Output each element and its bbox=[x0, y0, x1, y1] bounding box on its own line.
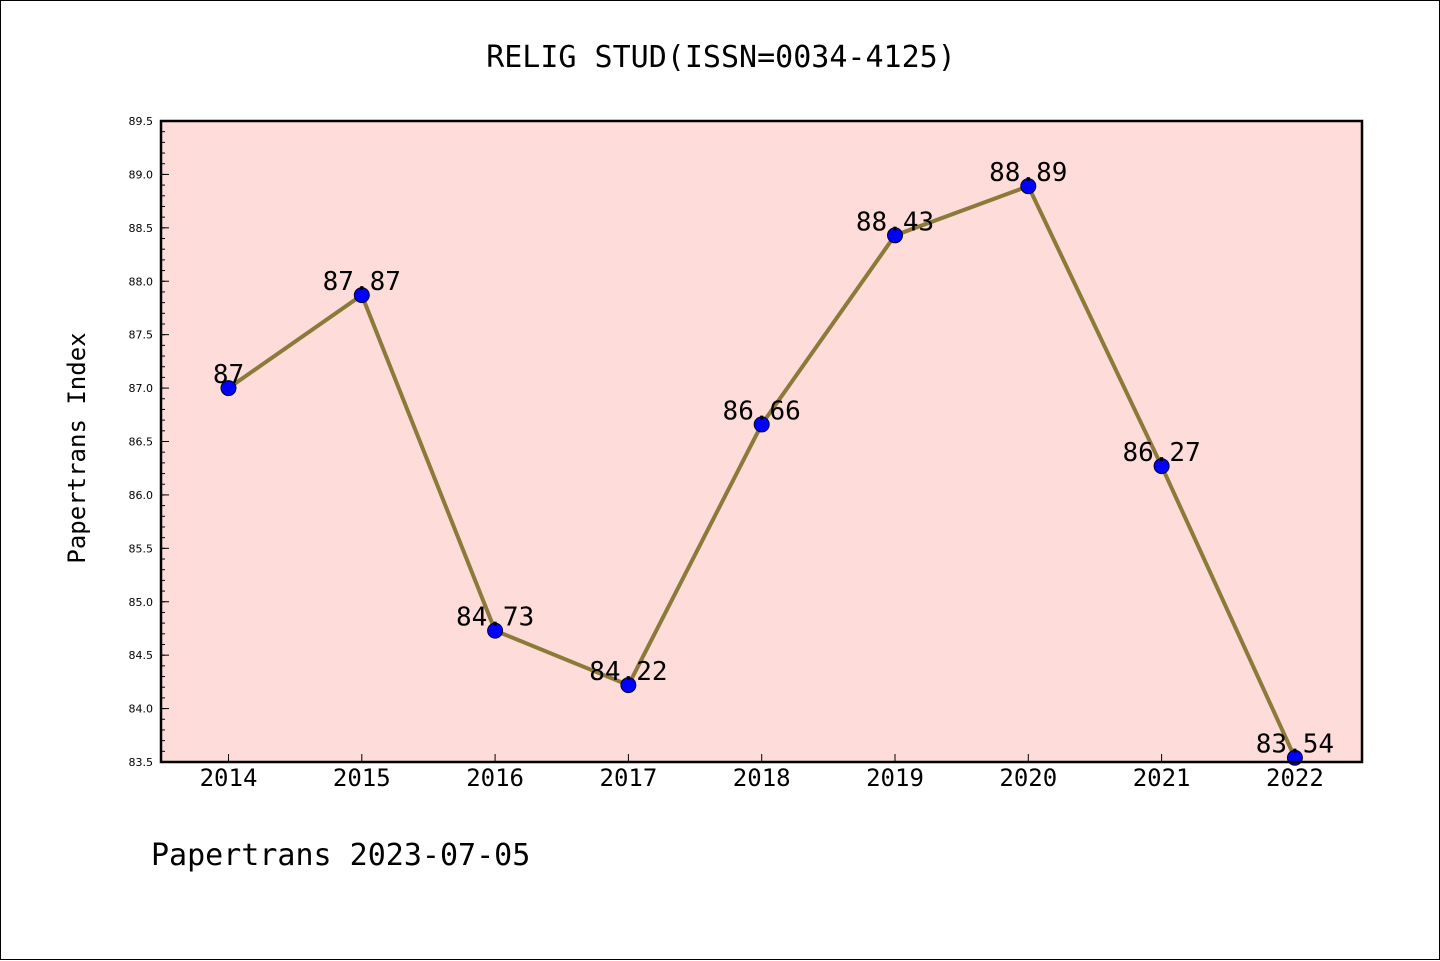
data-label: 87.87 bbox=[323, 267, 401, 297]
y-tick-label: 88.0 bbox=[129, 275, 154, 288]
x-tick-label: 2016 bbox=[466, 764, 524, 792]
data-point-marker bbox=[353, 287, 370, 304]
plot-area bbox=[161, 121, 1362, 762]
y-tick-label: 89.5 bbox=[129, 115, 154, 128]
data-point-marker bbox=[753, 416, 770, 433]
data-label: 84.73 bbox=[456, 603, 534, 633]
data-labels-group: 87 87.87 84.73 84.22 86.66 88.43 88.89 86.27 83.… bbox=[213, 158, 1334, 760]
x-tick-label: 2015 bbox=[333, 764, 391, 792]
plot-border bbox=[159, 119, 1364, 764]
x-tick-label: 2019 bbox=[866, 764, 924, 792]
data-label: 84.22 bbox=[589, 657, 667, 687]
y-tick-label: 85.5 bbox=[129, 542, 154, 555]
x-tick-label: 2021 bbox=[1133, 764, 1191, 792]
y-tick-label: 89.0 bbox=[129, 168, 154, 181]
y-axis: 83.5 84.0 84.5 85.0 85.5 86.0 86.5 87.0 87.5 88.0… bbox=[129, 115, 169, 769]
data-label: 83.54 bbox=[1256, 730, 1334, 760]
y-tick-label: 87.0 bbox=[129, 382, 154, 395]
x-axis: 2014 2015 2016 2017 2018 2019 2020 2021 2022 bbox=[200, 754, 1324, 792]
data-label: 88.89 bbox=[989, 158, 1067, 188]
y-tick-label: 88.5 bbox=[129, 222, 154, 235]
data-label: 86.27 bbox=[1122, 438, 1200, 468]
data-point-marker bbox=[620, 677, 637, 694]
chart-title: RELIG STUD(ISSN=0034-4125) bbox=[486, 40, 956, 75]
data-point-marker bbox=[487, 622, 504, 639]
data-label: 86.66 bbox=[723, 396, 801, 426]
data-point-marker bbox=[220, 380, 237, 397]
x-tick-label: 2020 bbox=[999, 764, 1057, 792]
y-tick-label: 84.0 bbox=[129, 703, 154, 716]
data-point-marker bbox=[1153, 458, 1170, 475]
y-tick-label: 86.0 bbox=[129, 489, 154, 502]
y-tick-label: 84.5 bbox=[129, 649, 154, 662]
y-tick-label: 85.0 bbox=[129, 596, 154, 609]
data-label: 87 bbox=[213, 360, 244, 390]
x-tick-label: 2022 bbox=[1266, 764, 1324, 792]
y-tick-label: 87.5 bbox=[129, 329, 154, 342]
data-point-marker bbox=[887, 227, 903, 244]
x-tick-label: 2017 bbox=[600, 764, 658, 792]
y-tick-label: 83.5 bbox=[129, 756, 154, 769]
y-axis-label: Papertrans Index bbox=[63, 332, 91, 563]
x-tick-label: 2018 bbox=[733, 764, 791, 792]
data-point-marker bbox=[1020, 178, 1037, 195]
footer-text: Papertrans 2023-07-05 bbox=[151, 838, 530, 873]
markers-group bbox=[220, 178, 1303, 766]
x-tick-label: 2014 bbox=[200, 764, 258, 792]
y-tick-label: 86.5 bbox=[129, 436, 154, 449]
data-label: 88.43 bbox=[856, 207, 934, 237]
